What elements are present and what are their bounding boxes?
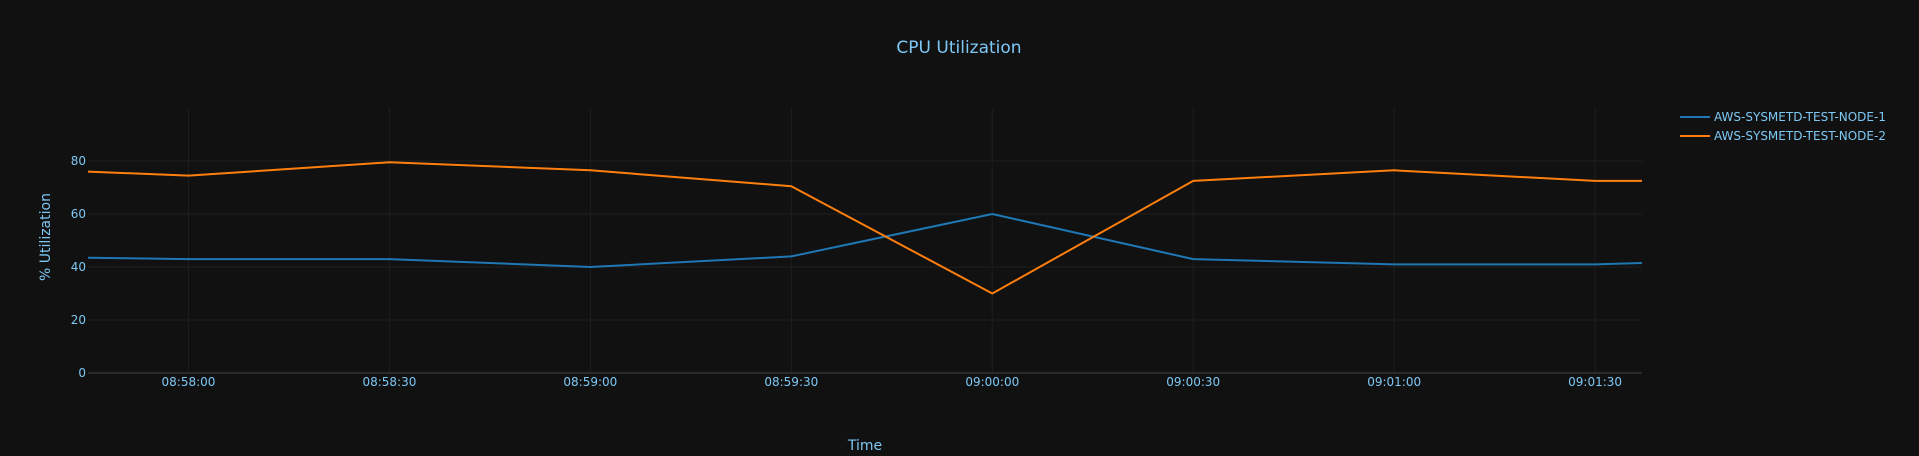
legend[interactable]: AWS-SYSMETD-TEST-NODE-1 AWS-SYSMETD-TEST-… [1680,110,1886,143]
x-tick-label: 08:59:00 [563,375,617,389]
legend-label: AWS-SYSMETD-TEST-NODE-1 [1714,110,1886,124]
legend-item-2[interactable]: AWS-SYSMETD-TEST-NODE-2 [1680,129,1886,143]
x-tick-label: 09:01:00 [1367,375,1421,389]
y-tick-label: 0 [78,366,86,380]
y-axis-title: % Utilization [38,193,54,281]
x-tick-label: 09:01:30 [1568,375,1622,389]
grid-layer [88,108,1642,374]
x-tick-label: 08:59:30 [764,375,818,389]
y-tick-label: 60 [71,207,86,221]
legend-label: AWS-SYSMETD-TEST-NODE-2 [1714,129,1886,143]
x-axis-title: Time [847,438,882,454]
y-tick-label: 80 [71,154,86,168]
x-tick-label: 08:58:00 [162,375,216,389]
series-line-2 [87,161,1642,295]
legend-item-1[interactable]: AWS-SYSMETD-TEST-NODE-1 [1680,110,1886,124]
x-tick-label: 08:58:30 [362,375,416,389]
axis-layer: 08:58:00 08:58:30 08:59:00 08:59:30 09:00:00… [71,154,1622,389]
chart-title: CPU Utilization [896,38,1021,58]
series-line-1 [87,213,1643,268]
y-tick-label: 20 [71,313,86,327]
y-tick-label: 40 [71,260,86,274]
x-tick-label: 09:00:00 [965,375,1019,389]
x-tick-label: 09:00:30 [1166,375,1220,389]
series-layer [87,161,1643,295]
